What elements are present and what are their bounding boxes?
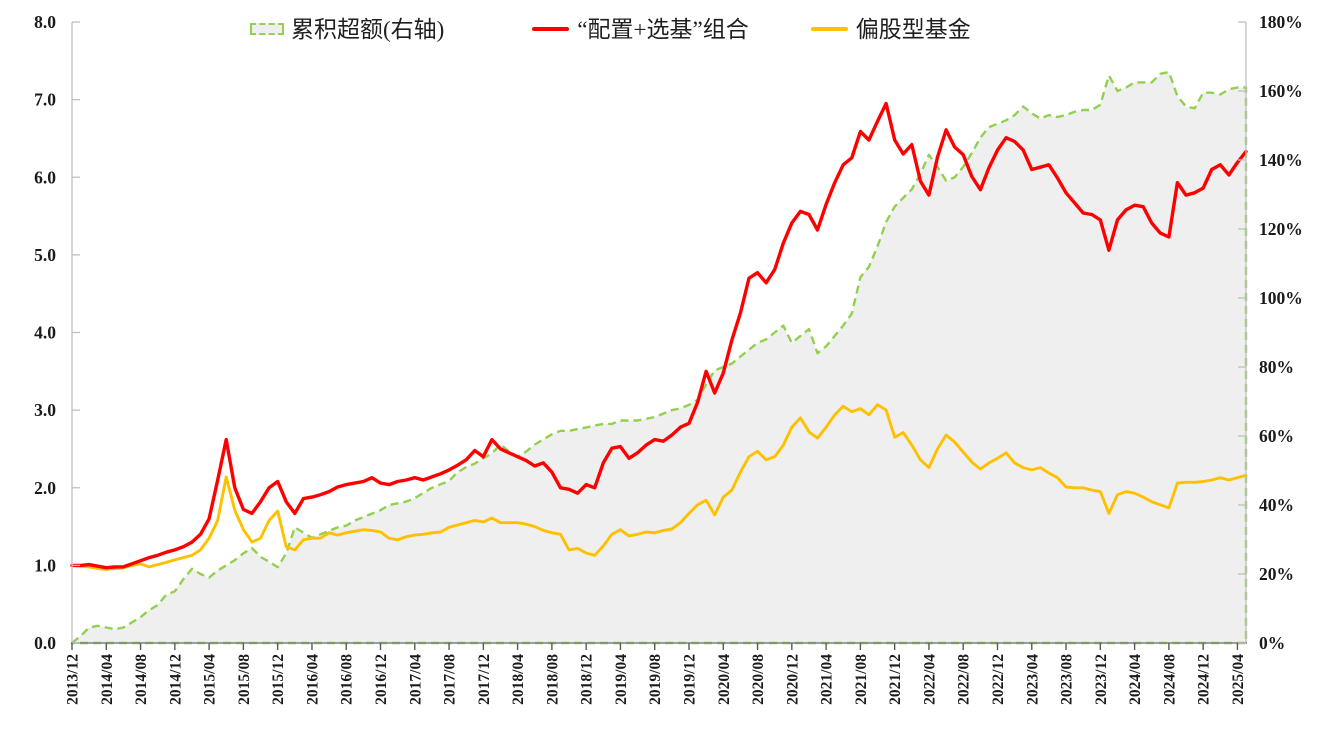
x-axis-tick-label: 2015/12 — [270, 654, 287, 705]
x-axis-tick-label: 2017/04 — [407, 654, 424, 705]
right-axis-tick-label: 20% — [1259, 564, 1294, 584]
x-axis-tick-label: 2024/12 — [1196, 654, 1213, 705]
x-axis-tick-label: 2016/04 — [304, 654, 321, 705]
legend-label-equity-fund: 偏股型基金 — [855, 16, 971, 42]
x-axis-tick-label: 2014/04 — [99, 654, 116, 705]
legend-item-cumulative-excess: 累积超额(右轴) — [250, 18, 444, 41]
legend-label-combo: “配置+选基”组合 — [577, 16, 749, 42]
x-axis-tick-label: 2017/08 — [442, 654, 459, 705]
legend-item-equity-fund: 偏股型基金 — [810, 16, 971, 42]
right-axis-tick-label: 60% — [1259, 426, 1294, 446]
left-axis-tick-label: 1.0 — [34, 555, 56, 575]
x-axis-tick-label: 2024/04 — [1127, 654, 1144, 705]
left-axis-tick-label: 5.0 — [34, 245, 56, 265]
x-axis-tick-label: 2019/04 — [613, 654, 630, 705]
x-axis-tick-label: 2025/04 — [1230, 654, 1247, 705]
x-axis-tick-label: 2023/08 — [1059, 654, 1076, 705]
x-axis-tick-label: 2017/12 — [476, 654, 493, 705]
left-axis-tick-label: 3.0 — [34, 400, 56, 420]
right-axis-tick-label: 100% — [1259, 288, 1303, 308]
x-axis-tick-label: 2020/08 — [750, 654, 767, 705]
x-axis-tick-label: 2019/08 — [647, 654, 664, 705]
right-axis-tick-label: 140% — [1259, 150, 1303, 170]
x-axis-tick-label: 2013/12 — [65, 654, 82, 705]
series-combo — [70, 101, 1248, 570]
left-axis-tick-label: 8.0 — [34, 12, 56, 32]
x-axis-tick-label: 2021/04 — [819, 654, 836, 705]
x-axis-tick-label: 2021/12 — [887, 654, 904, 705]
series-cumulative-excess — [70, 70, 1248, 645]
x-axis-tick-label: 2016/12 — [373, 654, 390, 705]
x-axis-tick-label: 2022/04 — [921, 654, 938, 705]
x-axis-tick-label: 2016/08 — [339, 654, 356, 705]
right-axis-tick-label: 120% — [1259, 219, 1303, 239]
left-axis-tick-label: 4.0 — [34, 323, 56, 343]
x-axis-tick-label: 2020/12 — [784, 654, 801, 705]
right-axis-tick-label: 40% — [1259, 495, 1294, 515]
series-equity-fund — [70, 403, 1248, 571]
legend-key-red-line-swatch — [532, 27, 570, 31]
x-axis-tick-label: 2021/08 — [853, 654, 870, 705]
x-axis-tick-label: 2018/12 — [579, 654, 596, 705]
x-axis-tick-label: 2014/08 — [133, 654, 150, 705]
chart-legend: 累积超额(右轴) “配置+选基”组合 偏股型基金 — [250, 12, 971, 46]
x-axis-tick-label: 2022/08 — [956, 654, 973, 705]
legend-label-cumulative-excess: 累积超额(右轴) — [291, 16, 445, 42]
x-axis-tick-label: 2024/08 — [1161, 654, 1178, 705]
x-axis-tick-label: 2018/04 — [510, 654, 527, 705]
legend-key-gold-line-swatch — [810, 27, 848, 31]
x-axis-tick-label: 2023/12 — [1093, 654, 1110, 705]
left-axis-tick-label: 2.0 — [34, 478, 56, 498]
x-axis-tick-label: 2018/08 — [544, 654, 561, 705]
legend-key-dashed-area-swatch — [250, 23, 284, 35]
x-axis-tick-label: 2014/12 — [167, 654, 184, 705]
right-axis-tick-label: 180% — [1259, 12, 1303, 32]
left-axis-tick-label: 0.0 — [34, 633, 56, 653]
right-axis-tick-label: 0% — [1259, 633, 1285, 653]
right-axis-tick-label: 80% — [1259, 357, 1294, 377]
x-axis-tick-label: 2015/08 — [236, 654, 253, 705]
x-axis-tick-label: 2023/04 — [1024, 654, 1041, 705]
x-axis-tick-label: 2019/12 — [682, 654, 699, 705]
x-axis-tick-label: 2015/04 — [202, 654, 219, 705]
left-axis-tick-label: 6.0 — [34, 167, 56, 187]
x-axis-tick-label: 2020/04 — [716, 654, 733, 705]
x-axis-tick-label: 2022/12 — [990, 654, 1007, 705]
legend-item-combo: “配置+选基”组合 — [532, 16, 749, 42]
left-axis-tick-label: 7.0 — [34, 90, 56, 110]
right-axis-tick-label: 160% — [1259, 81, 1303, 101]
